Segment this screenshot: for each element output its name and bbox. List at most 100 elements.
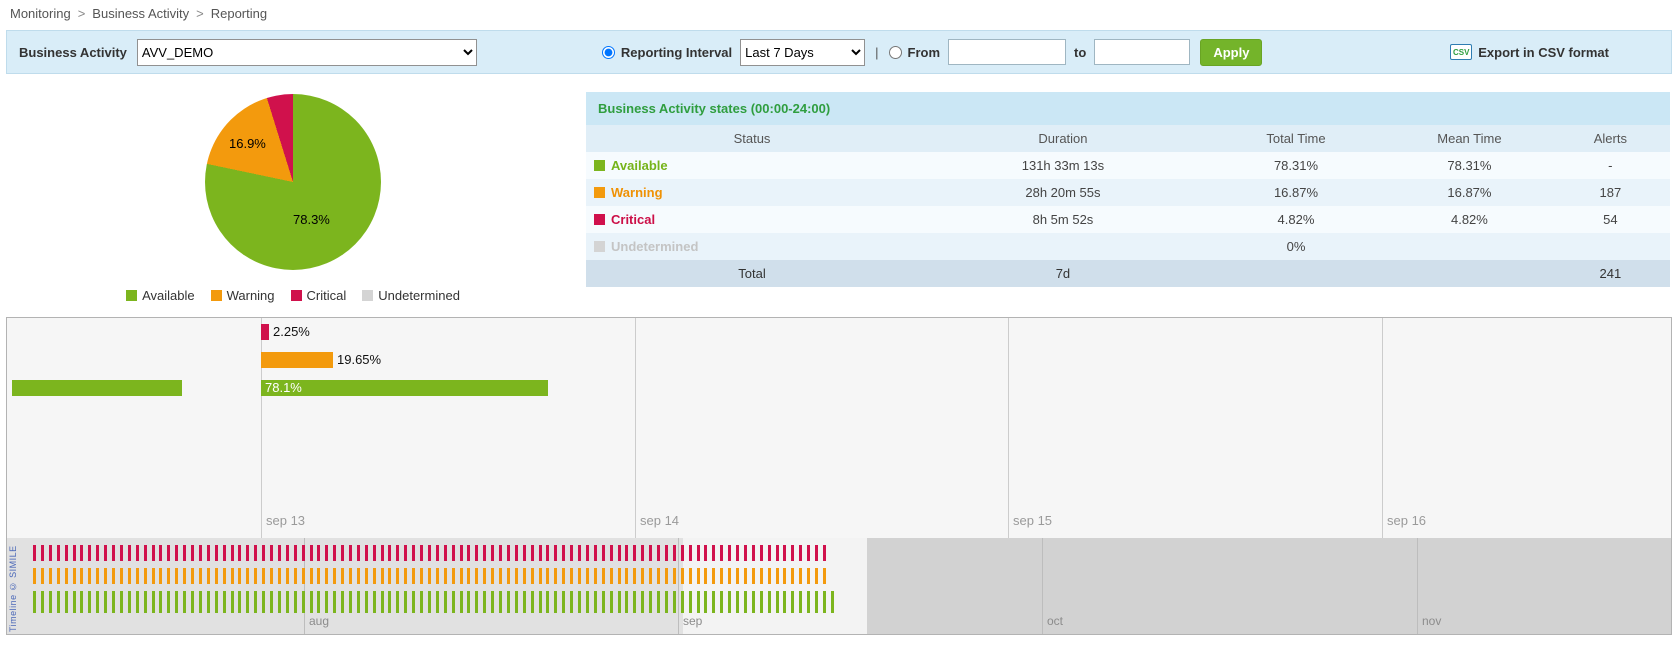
event-tick-critical	[183, 545, 186, 561]
reporting-interval-select[interactable]: Last 7 Days	[740, 38, 866, 66]
duration-cell: 8h 5m 52s	[1032, 212, 1094, 227]
event-tick-warning	[554, 568, 557, 584]
event-tick-warning	[460, 568, 463, 584]
pie-slice-label-warning: 16.9%	[229, 136, 266, 151]
breadcrumb-reporting[interactable]: Reporting	[210, 5, 268, 21]
simile-brand: Timeline © SIMILE	[8, 545, 18, 632]
alerts-cell: 187	[1599, 185, 1622, 200]
event-tick-available	[523, 591, 526, 613]
event-tick-critical	[649, 545, 652, 561]
month-label: nov	[1422, 614, 1442, 628]
reporting-interval-radio[interactable]	[601, 45, 615, 59]
event-tick-available	[752, 591, 755, 613]
status-label: Critical	[611, 212, 656, 227]
event-tick-critical	[246, 545, 249, 561]
status-swatch-warning	[594, 187, 605, 198]
event-tick-warning	[720, 568, 723, 584]
to-label: to	[1074, 44, 1087, 60]
event-tick-warning	[673, 568, 676, 584]
event-tick-warning	[618, 568, 621, 584]
event-tick-critical	[610, 545, 613, 561]
states-table-title-text: Business Activity states	[598, 101, 748, 116]
event-tick-available	[539, 591, 542, 613]
from-date-input[interactable]	[948, 39, 1067, 65]
export-csv-link[interactable]: CSV Export in CSV format	[1450, 44, 1609, 60]
event-tick-critical	[254, 545, 257, 561]
legend-item-critical: Critical	[290, 288, 346, 303]
event-tick-warning	[191, 568, 194, 584]
event-tick-available	[728, 591, 731, 613]
event-tick-available	[657, 591, 660, 613]
total-time-cell: 0%	[1286, 239, 1306, 254]
event-tick-warning	[357, 568, 360, 584]
event-tick-warning	[562, 568, 565, 584]
event-tick-critical	[270, 545, 273, 561]
date-label: sep 14	[640, 513, 680, 528]
reporting-interval-group: Reporting Interval Last 7 Days	[601, 38, 866, 66]
event-tick-warning	[152, 568, 155, 584]
event-tick-critical	[728, 545, 731, 561]
event-tick-available	[791, 591, 794, 613]
event-tick-critical	[294, 545, 297, 561]
event-tick-warning	[373, 568, 376, 584]
event-tick-warning	[799, 568, 802, 584]
timeline-main-band[interactable]: sep 13 sep 14 sep 15 sep 16 2.25% 19.65% 78.1%	[7, 318, 1671, 538]
event-tick-critical	[191, 545, 194, 561]
timeline-overview-band[interactable]: Timeline © SIMILE aug sep oct nov	[7, 538, 1671, 634]
event-tick-available	[104, 591, 107, 613]
event-tick-critical	[483, 545, 486, 561]
legend-swatch-available	[126, 290, 138, 301]
event-tick-available	[562, 591, 565, 613]
event-tick-critical	[365, 545, 368, 561]
event-tick-critical	[317, 545, 320, 561]
event-tick-available	[254, 591, 257, 613]
col-header-mean-time: Mean Time	[1437, 131, 1502, 146]
event-tick-critical	[349, 545, 352, 561]
states-row-undetermined: Undetermined 0%	[586, 233, 1670, 260]
event-tick-critical	[167, 545, 170, 561]
event-tick-critical	[665, 545, 668, 561]
event-tick-available	[215, 591, 218, 613]
event-tick-available	[207, 591, 210, 613]
event-tick-available	[286, 591, 289, 613]
duration-cell: 131h 33m 13s	[1021, 158, 1105, 173]
event-tick-critical	[310, 545, 313, 561]
event-tick-available	[136, 591, 139, 613]
mean-time-cell: 4.82%	[1450, 212, 1488, 227]
breadcrumb-business-activity[interactable]: Business Activity	[92, 5, 190, 21]
event-tick-critical	[231, 545, 234, 561]
breadcrumb-monitoring[interactable]: Monitoring	[10, 5, 71, 21]
event-tick-available	[681, 591, 684, 613]
event-tick-critical	[104, 545, 107, 561]
export-csv-label: Export in CSV format	[1478, 44, 1609, 60]
timeline-bar-available	[261, 380, 548, 396]
month-label: sep	[683, 614, 703, 628]
status-cell: Available	[586, 158, 922, 173]
apply-button[interactable]: Apply	[1200, 38, 1263, 66]
custom-range-radio[interactable]	[888, 45, 902, 59]
event-tick-warning	[625, 568, 628, 584]
overview-viewport[interactable]	[683, 538, 867, 634]
event-tick-warning	[641, 568, 644, 584]
event-tick-critical	[175, 545, 178, 561]
event-tick-available	[112, 591, 115, 613]
legend-label: Available	[142, 288, 195, 303]
event-tick-critical	[815, 545, 818, 561]
event-tick-warning	[499, 568, 502, 584]
event-tick-warning	[791, 568, 794, 584]
event-tick-warning	[546, 568, 549, 584]
event-tick-warning	[159, 568, 162, 584]
event-tick-warning	[712, 568, 715, 584]
to-date-input[interactable]	[1094, 39, 1191, 65]
business-activity-select[interactable]: AVV_DEMO	[136, 38, 477, 66]
event-tick-critical	[752, 545, 755, 561]
event-tick-warning	[104, 568, 107, 584]
event-tick-critical	[570, 545, 573, 561]
event-tick-warning	[41, 568, 44, 584]
event-tick-available	[310, 591, 313, 613]
event-tick-critical	[539, 545, 542, 561]
states-row-available: Available 131h 33m 13s 78.31% 78.31% -	[586, 152, 1670, 179]
date-gridline	[1382, 318, 1383, 538]
event-tick-critical	[799, 545, 802, 561]
event-tick-warning	[515, 568, 518, 584]
